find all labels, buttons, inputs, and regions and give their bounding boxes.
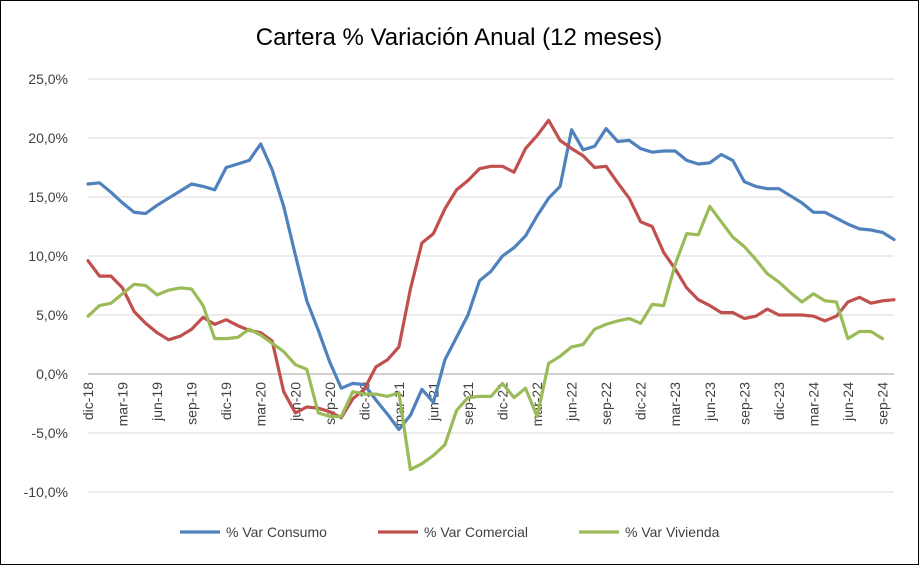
x-tick-label: dic-18 [80, 382, 96, 420]
x-tick-label: mar-24 [805, 382, 821, 427]
x-tick-label: dic-19 [218, 382, 234, 420]
x-tick-label: dic-21 [495, 382, 511, 420]
x-tick-label: sep-24 [874, 382, 890, 425]
x-tick-label: jun-19 [149, 382, 165, 422]
y-axis: -10,0% -5,0% 0,0% 5,0% 10,0% 15,0% 20,0% 25,0% [24, 71, 68, 500]
legend-label: % Var Consumo [226, 524, 327, 540]
chart-title: Cartera % Variación Anual (12 meses) [256, 24, 662, 51]
legend-label: % Var Comercial [424, 524, 528, 540]
x-tick-label: jun-23 [702, 382, 718, 422]
legend-label: % Var Vivienda [625, 524, 720, 540]
x-tick-label: sep-20 [322, 382, 338, 425]
series-line-2 [86, 118, 896, 420]
series-line-1 [86, 127, 896, 432]
x-tick-label: dic-22 [633, 382, 649, 420]
x-tick-label: mar-20 [253, 382, 269, 427]
x-tick-label: jun-24 [840, 382, 856, 422]
x-tick-label: sep-23 [736, 382, 752, 425]
x-tick-label: sep-21 [460, 382, 476, 425]
series-lines [86, 118, 896, 472]
y-tick-label: 5,0% [36, 307, 68, 323]
x-tick-label: mar-19 [115, 382, 131, 427]
x-axis: dic-18 mar-19 jun-19 sep-19 dic-19 mar-20 jun-… [80, 373, 894, 427]
y-tick-label: -10,0% [24, 484, 68, 500]
x-tick-label: jun-22 [564, 382, 580, 422]
x-tick-label: sep-19 [184, 382, 200, 425]
y-tick-label: -5,0% [31, 425, 68, 441]
legend: % Var Consumo % Var Comercial % Var Vivien… [180, 524, 720, 540]
y-tick-label: 15,0% [28, 189, 68, 205]
x-tick-label: dic-23 [771, 382, 787, 420]
x-tick-label: sep-22 [598, 382, 614, 425]
y-tick-label: 0,0% [36, 366, 68, 382]
series-line-3 [86, 204, 885, 472]
gridlines [88, 78, 894, 493]
x-tick-label: mar-23 [667, 382, 683, 427]
y-tick-label: 25,0% [28, 71, 68, 87]
y-tick-label: 10,0% [28, 248, 68, 264]
y-tick-label: 20,0% [28, 130, 68, 146]
